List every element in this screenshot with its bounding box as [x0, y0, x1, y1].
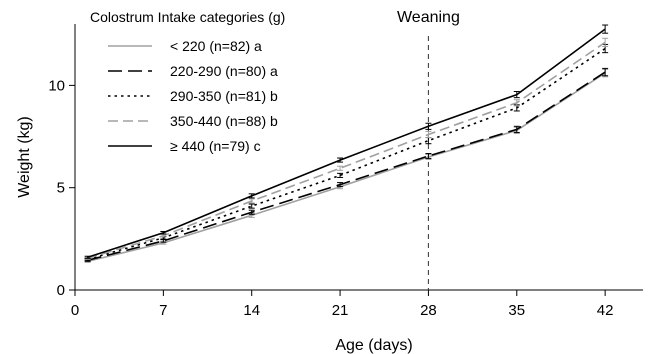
- series-4: [84, 24, 609, 259]
- series-4-errorbar-0: [84, 255, 91, 259]
- series-3-errorbar-1: [160, 234, 167, 238]
- legend-item-1: 220-290 (n=80) a: [108, 63, 278, 79]
- series-1-errorbar-2: [248, 209, 255, 215]
- x-axis-title: Age (days): [335, 337, 412, 354]
- series-3-errorbar-5: [513, 99, 520, 107]
- series-3-errorbar-2: [248, 198, 255, 204]
- series-1-errorbar-1: [160, 239, 167, 243]
- y-tick-label-1: 5: [57, 180, 65, 197]
- series-layer: [84, 24, 609, 263]
- x-tick-label-1: 7: [159, 302, 167, 319]
- series-1-errorbar-6: [602, 67, 609, 77]
- series-4-errorbar-2: [248, 193, 255, 199]
- legend-label-2: 290-350 (n=81) b: [170, 88, 278, 104]
- series-4-errorbar-4: [425, 122, 432, 130]
- x-tick-label-4: 28: [420, 302, 437, 319]
- series-2: [84, 43, 609, 261]
- legend-item-4: ≥ 440 (n=79) c: [108, 138, 261, 154]
- series-4-errorbar-5: [513, 91, 520, 99]
- series-4-line: [87, 28, 606, 259]
- legend-title: Colostrum Intake categories (g): [90, 9, 285, 25]
- x-tick-label-6: 42: [597, 302, 614, 319]
- series-1-errorbar-5: [513, 125, 520, 133]
- weaning-annotation: Weaning: [397, 9, 460, 290]
- series-1-errorbar-3: [337, 182, 344, 188]
- legend-label-0: < 220 (n=82) a: [170, 38, 262, 54]
- series-1-errorbar-4: [425, 153, 432, 159]
- x-tick-label-2: 14: [243, 302, 260, 319]
- axes: 0 7 14 21 28 35 42 0 5 10: [48, 24, 643, 319]
- series-3: [84, 37, 609, 260]
- series-2-errorbar-2: [248, 203, 255, 209]
- weaning-label: Weaning: [397, 9, 460, 26]
- legend-item-0: < 220 (n=82) a: [108, 38, 262, 54]
- series-3-errorbar-3: [337, 165, 344, 171]
- legend-label-1: 220-290 (n=80) a: [170, 63, 278, 79]
- series-2-errorbar-3: [337, 172, 344, 178]
- legend-label-4: ≥ 440 (n=79) c: [170, 138, 261, 154]
- series-4-errorbar-6: [602, 24, 609, 34]
- y-tick-label-2: 10: [48, 77, 65, 94]
- series-3-errorbar-6: [602, 37, 609, 48]
- x-tick-label-0: 0: [71, 302, 79, 319]
- series-4-errorbar-3: [337, 157, 344, 163]
- series-3-errorbar-4: [425, 130, 432, 139]
- series-2-line: [87, 47, 606, 261]
- y-axis-title: Weight (kg): [16, 116, 33, 198]
- legend-label-3: 350-440 (n=88) b: [170, 113, 278, 129]
- legend: Colostrum Intake categories (g) < 220 (n…: [90, 9, 285, 154]
- y-tick-label-0: 0: [57, 282, 65, 299]
- legend-item-3: 350-440 (n=88) b: [108, 113, 278, 129]
- legend-item-2: 290-350 (n=81) b: [108, 88, 278, 104]
- x-tick-label-3: 21: [332, 302, 349, 319]
- x-tick-label-5: 35: [508, 302, 525, 319]
- series-4-errorbar-1: [160, 230, 167, 235]
- series-3-line: [87, 41, 606, 260]
- series-0-line: [87, 72, 606, 263]
